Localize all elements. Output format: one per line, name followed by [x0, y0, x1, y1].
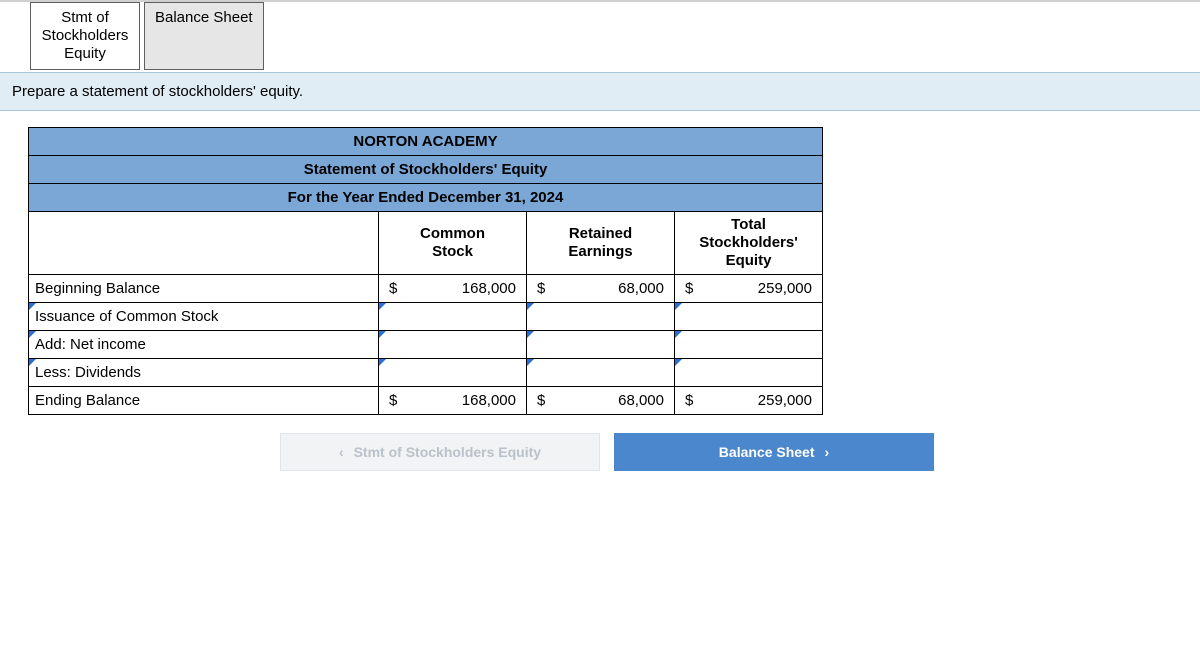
row-label: Beginning Balance [29, 275, 379, 303]
amount-cell[interactable] [527, 331, 675, 359]
amount-cell: $259,000 [675, 275, 823, 303]
pager: ‹ Stmt of Stockholders Equity Balance Sh… [280, 433, 1200, 471]
tab-stmt-equity[interactable]: Stmt of Stockholders Equity [30, 2, 140, 70]
chevron-left-icon: ‹ [339, 444, 344, 460]
row-label[interactable]: Less: Dividends [29, 359, 379, 387]
next-label: Balance Sheet [719, 444, 815, 460]
row-label: Ending Balance [29, 387, 379, 415]
col-common-stock: Common Stock [379, 212, 527, 275]
amount-cell[interactable] [379, 303, 527, 331]
tab-balance-sheet[interactable]: Balance Sheet [144, 2, 264, 70]
amount-cell[interactable] [675, 359, 823, 387]
amount-cell: $168,000 [379, 387, 527, 415]
stockholders-equity-table: NORTON ACADEMY Statement of Stockholders… [28, 127, 823, 415]
tab-strip: Stmt of Stockholders Equity Balance Shee… [30, 2, 1194, 70]
col-retained-earnings: Retained Earnings [527, 212, 675, 275]
prev-label: Stmt of Stockholders Equity [354, 444, 541, 460]
statement-period: For the Year Ended December 31, 2024 [29, 184, 823, 212]
next-button[interactable]: Balance Sheet › [614, 433, 934, 471]
prev-button[interactable]: ‹ Stmt of Stockholders Equity [280, 433, 600, 471]
amount-cell[interactable] [675, 303, 823, 331]
amount-cell: $168,000 [379, 275, 527, 303]
amount-cell: $259,000 [675, 387, 823, 415]
amount-cell: $68,000 [527, 275, 675, 303]
amount-cell[interactable] [675, 331, 823, 359]
row-label[interactable]: Issuance of Common Stock [29, 303, 379, 331]
statement-title: Statement of Stockholders' Equity [29, 156, 823, 184]
blank-header [29, 212, 379, 275]
row-label[interactable]: Add: Net income [29, 331, 379, 359]
amount-cell: $68,000 [527, 387, 675, 415]
instruction-text: Prepare a statement of stockholders' equ… [0, 72, 1200, 111]
company-name: NORTON ACADEMY [29, 128, 823, 156]
amount-cell[interactable] [527, 359, 675, 387]
amount-cell[interactable] [527, 303, 675, 331]
col-total-equity: Total Stockholders' Equity [675, 212, 823, 275]
amount-cell[interactable] [379, 331, 527, 359]
chevron-right-icon: › [825, 444, 830, 460]
amount-cell[interactable] [379, 359, 527, 387]
